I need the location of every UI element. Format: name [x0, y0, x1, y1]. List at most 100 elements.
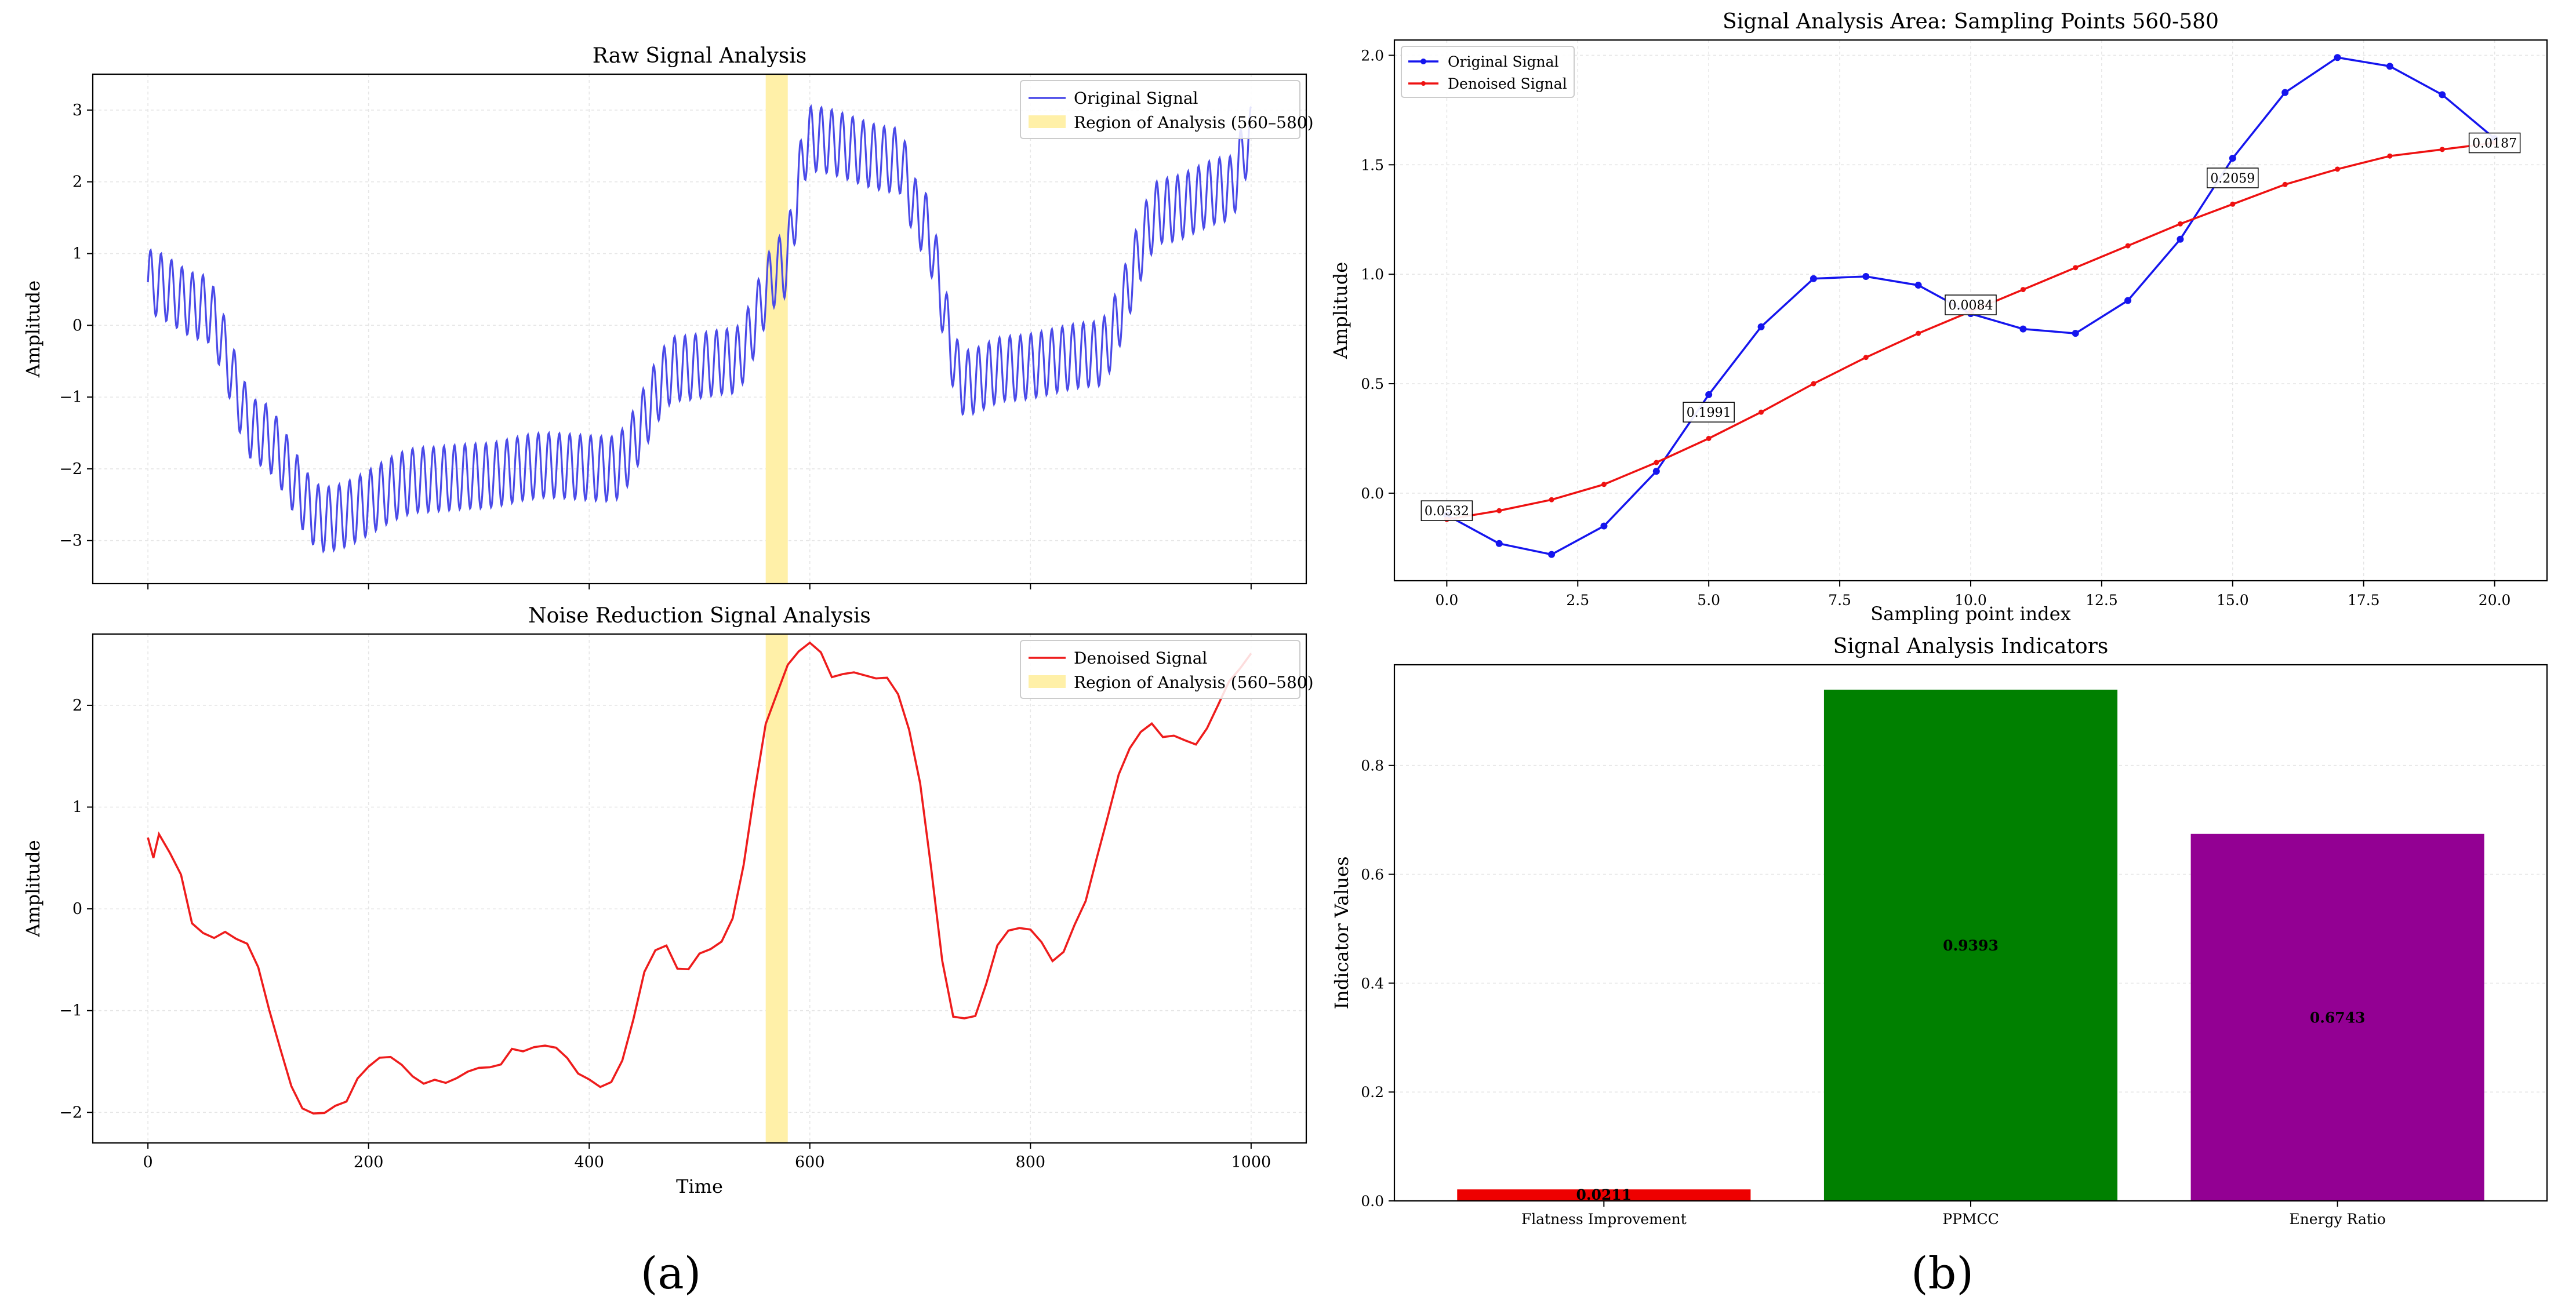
original-signal-point — [1810, 275, 1817, 282]
y-tick-label: 0.6 — [1361, 866, 1384, 883]
legend-entry-denoised: Denoised Signal — [1074, 649, 1207, 668]
y-tick-label: 1 — [72, 245, 82, 263]
original-signal-point — [2334, 54, 2341, 61]
x-tick-label: 400 — [574, 1153, 604, 1171]
y-tick-label: 0.2 — [1361, 1084, 1384, 1101]
annotation-label: 0.2059 — [2210, 172, 2255, 186]
x-tick-label: 20.0 — [2479, 592, 2511, 609]
y-tick-label: 0.5 — [1361, 376, 1384, 392]
original-signal-point — [2386, 63, 2393, 70]
y-tick-label: 1.0 — [1361, 266, 1384, 283]
denoised-signal-point — [2439, 147, 2445, 152]
legend-entry-original: Original Signal — [1074, 89, 1198, 108]
denoised-signal-point — [1549, 497, 1554, 502]
annotation-box — [1945, 294, 1997, 315]
legend-region-swatch — [1029, 115, 1066, 128]
x-tick-label: 0 — [143, 1153, 153, 1171]
category-label: Energy Ratio — [2289, 1211, 2386, 1228]
y-tick-label: 0 — [72, 900, 82, 918]
original-signal-point — [2229, 154, 2236, 162]
indicator-bar — [2190, 833, 2484, 1201]
panel-label-a: (a) — [641, 1247, 702, 1299]
legend: Original Signal Region of Analysis (560–… — [1020, 80, 1314, 139]
difference-annotation: 0.0187 — [2468, 132, 2521, 154]
y-axis-label: Amplitude — [22, 840, 44, 937]
denoised-signal-point — [2020, 287, 2026, 293]
original-signal-point — [2072, 330, 2079, 337]
denoised-signal-point — [2177, 221, 2183, 227]
y-tick-label: −3 — [59, 532, 82, 550]
denoised-signal-point — [2125, 243, 2131, 249]
y-tick-label: −2 — [59, 460, 82, 478]
x-tick-label: 10.0 — [1954, 592, 1987, 609]
legend: Denoised Signal Region of Analysis (560–… — [1020, 640, 1314, 699]
analysis-region-highlight — [765, 74, 788, 584]
plot-frame — [92, 633, 1307, 1144]
raw-signal-chart: −3 −2 −1 0 1 2 3 Raw Signal Analysis Amplitude… — [22, 44, 1314, 589]
denoised-signal-line — [147, 641, 1252, 1115]
original-signal-point — [2124, 297, 2132, 304]
y-tick-label: 0 — [72, 316, 82, 334]
denoised-signal-point — [1706, 435, 1712, 441]
original-signal-line — [147, 104, 1252, 554]
difference-annotation: 0.0084 — [1945, 294, 1997, 315]
y-tick-label: 2 — [72, 173, 82, 191]
annotation-label: 0.1991 — [1687, 406, 1731, 420]
y-axis-label: Amplitude — [1329, 262, 1351, 359]
y-axis-label: Amplitude — [22, 281, 44, 378]
indicator-bar — [1457, 1189, 1751, 1201]
difference-annotation: 0.0532 — [1420, 500, 1473, 521]
original-signal-point — [1705, 391, 1713, 398]
x-tick-label: 200 — [354, 1153, 384, 1171]
legend-region-swatch — [1029, 675, 1066, 688]
chart-title: Noise Reduction Signal Analysis — [528, 604, 871, 628]
original-signal-point — [1600, 522, 1608, 530]
denoised-signal-point — [2335, 166, 2341, 172]
y-tick-label: 3 — [72, 101, 82, 119]
x-tick-label: 2.5 — [1566, 592, 1589, 609]
annotation-box — [1420, 500, 1473, 521]
original-signal-point — [1862, 272, 1870, 280]
category-label: Flatness Improvement — [1521, 1211, 1687, 1228]
original-signal-point — [1914, 282, 1922, 289]
denoised-signal-point — [1811, 381, 1816, 387]
panel-label-b: (b) — [1911, 1247, 1974, 1299]
annotation-label: 0.0532 — [1425, 504, 1469, 519]
plot-frame — [92, 73, 1307, 585]
denoised-signal-chart: 0 200 400 600 800 1000 −2 −1 0 1 2 Noise Reduction… — [22, 604, 1314, 1197]
indicator-bar — [1823, 689, 2118, 1201]
x-tick-label: 600 — [795, 1153, 825, 1171]
denoised-signal-point — [1654, 460, 1659, 465]
bar-value-label: 0.6743 — [2310, 1009, 2366, 1026]
original-signal-point — [1548, 551, 1556, 558]
analysis-region-highlight — [765, 634, 788, 1143]
annotation-box — [2468, 132, 2521, 154]
x-tick-label: 7.5 — [1828, 592, 1851, 609]
category-label: PPMCC — [1942, 1211, 1999, 1228]
x-axis-label: Time — [676, 1175, 723, 1197]
y-tick-label: 0.0 — [1361, 485, 1384, 502]
difference-annotation: 0.2059 — [2207, 167, 2259, 188]
denoised-signal-point — [1758, 409, 1764, 415]
chart-title: Signal Analysis Area: Sampling Points 56… — [1723, 10, 2219, 34]
y-tick-label: 1 — [72, 799, 82, 817]
y-tick-label: 0.4 — [1361, 975, 1384, 992]
y-tick-label: 2.0 — [1361, 47, 1384, 64]
y-tick-label: 1.5 — [1361, 156, 1384, 173]
y-tick-label: −1 — [59, 1002, 82, 1020]
y-tick-label: −2 — [59, 1104, 82, 1121]
annotation-box — [2207, 167, 2259, 188]
x-axis-label: Sampling point index — [1870, 603, 2071, 625]
chart-title: Signal Analysis Indicators — [1833, 635, 2109, 658]
difference-annotation: 0.1991 — [1683, 402, 1735, 423]
y-tick-label: 0.0 — [1361, 1193, 1384, 1210]
denoised-signal-point — [2387, 153, 2393, 159]
denoised-signal-point — [1916, 330, 1921, 336]
original-signal-point — [2019, 325, 2027, 333]
denoised-signal-point — [1863, 355, 1869, 360]
chart-title: Raw Signal Analysis — [593, 44, 806, 68]
y-axis-label: Indicator Values — [1331, 856, 1353, 1009]
original-signal-point — [1757, 323, 1765, 330]
